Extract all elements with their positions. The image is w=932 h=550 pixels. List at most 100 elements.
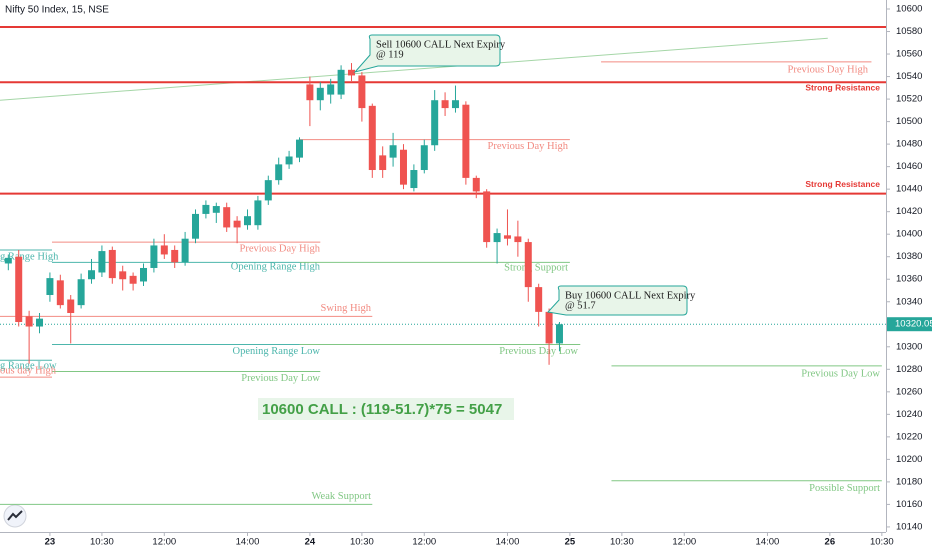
candle-body — [77, 279, 85, 306]
x-tick-label: 10:30 — [610, 537, 634, 548]
candle-body — [285, 156, 293, 165]
candle-body — [140, 267, 148, 282]
x-tick-label: 10:30 — [90, 537, 114, 548]
y-tick-label: 10280 — [896, 364, 922, 375]
callout-box — [353, 34, 501, 73]
trendline — [0, 37, 828, 101]
candle-body — [160, 245, 168, 255]
candle-body — [503, 235, 511, 239]
candle-body — [15, 256, 23, 323]
y-tick-label: 10220 — [896, 431, 922, 442]
level-label: Opening Range High — [231, 262, 321, 273]
candle-body — [389, 145, 397, 158]
level-label: Previous Day High — [788, 64, 869, 75]
candle-body — [358, 75, 366, 109]
candle-body — [347, 69, 355, 76]
candle-body — [514, 236, 522, 243]
level-label: Previous Day High — [488, 141, 569, 152]
callout-text: @ 119 — [376, 49, 404, 60]
level-label: ous day High — [0, 366, 57, 377]
level-label: Previous Day Low — [499, 346, 578, 357]
last-price-label: 10320.05 — [895, 319, 932, 330]
candle-body — [202, 204, 210, 214]
candle-body — [545, 311, 553, 344]
chart-title: Nifty 50 Index, 15, NSE — [5, 5, 109, 16]
y-tick-label: 10160 — [896, 499, 922, 510]
y-tick-label: 10500 — [896, 116, 922, 127]
callout-box — [547, 285, 688, 316]
x-tick-label: 14:00 — [236, 537, 260, 548]
y-tick-label: 10140 — [896, 521, 922, 532]
y-tick-label: 10260 — [896, 386, 922, 397]
last-price-tag — [887, 317, 932, 332]
candle-body — [108, 249, 116, 279]
level-label: Strong Resistance — [805, 82, 880, 92]
candle-body — [129, 275, 137, 284]
candle-body — [472, 177, 480, 192]
formula: 10600 CALL : (119-51.7)*75 = 5047 — [262, 401, 502, 418]
y-tick-label: 10360 — [896, 274, 922, 285]
x-tick-label: 26 — [825, 537, 836, 548]
x-tick-label: 25 — [565, 537, 576, 548]
candle-body — [254, 200, 262, 226]
candle-body — [46, 278, 54, 295]
level-label: Strong Support — [504, 263, 568, 274]
logo — [3, 504, 27, 528]
x-tick-label: 10:30 — [350, 537, 374, 548]
candle-body — [25, 316, 33, 327]
candle-body — [264, 180, 272, 201]
y-tick-label: 10580 — [896, 26, 922, 37]
y-tick-label: 10520 — [896, 94, 922, 105]
callout-text: @ 51.7 — [565, 300, 596, 311]
level-label: Opening Range Low — [233, 346, 321, 357]
candle-body — [483, 191, 491, 243]
candle-body — [181, 238, 189, 263]
formula-bg — [258, 398, 514, 420]
y-tick-label: 10420 — [896, 206, 922, 217]
candle-body — [275, 164, 283, 181]
x-tick-label: 12:00 — [152, 537, 176, 548]
candle-body — [4, 257, 12, 264]
callout-text: Buy 10600 CALL Next Expiry — [565, 290, 696, 301]
candle-body — [555, 324, 563, 344]
y-tick-label: 10240 — [896, 409, 922, 420]
candle-body — [524, 242, 532, 288]
y-tick-label: 10380 — [896, 251, 922, 262]
candle-body — [535, 287, 543, 312]
candle-body — [451, 100, 459, 109]
candle-body — [493, 233, 501, 243]
level-label: Swing High — [321, 303, 372, 314]
candle-body — [243, 216, 251, 226]
candle-body — [410, 170, 418, 189]
candle-body — [379, 155, 387, 171]
y-tick-label: 10560 — [896, 49, 922, 60]
candle-body — [399, 149, 407, 185]
candle-body — [223, 207, 231, 228]
level-label: Previous Day Low — [241, 373, 320, 384]
y-tick-label: 10600 — [896, 4, 922, 15]
candle-body — [431, 100, 439, 146]
y-tick-label: 10440 — [896, 184, 922, 195]
x-tick-label: 12:00 — [412, 537, 436, 548]
candle-body — [327, 84, 335, 95]
y-tick-label: 10480 — [896, 139, 922, 150]
level-label: Previous Day Low — [801, 368, 880, 379]
y-tick-label: 10180 — [896, 476, 922, 487]
candle-body — [306, 84, 314, 101]
candle-body — [420, 145, 428, 171]
y-tick-label: 10540 — [896, 71, 922, 82]
candle-body — [462, 104, 470, 178]
level-label: Strong Resistance — [805, 179, 880, 189]
callout-text: Sell 10600 CALL Next Expiry — [376, 39, 506, 50]
candle-body — [316, 87, 324, 101]
x-tick-label: 10:30 — [870, 537, 894, 548]
x-tick-label: 14:00 — [496, 537, 520, 548]
candle-body — [88, 270, 96, 280]
level-label: Possible Support — [809, 483, 880, 494]
candle-body — [36, 318, 44, 327]
x-tick-label: 24 — [305, 537, 316, 548]
y-tick-label: 10460 — [896, 161, 922, 172]
candle-body — [171, 249, 179, 263]
